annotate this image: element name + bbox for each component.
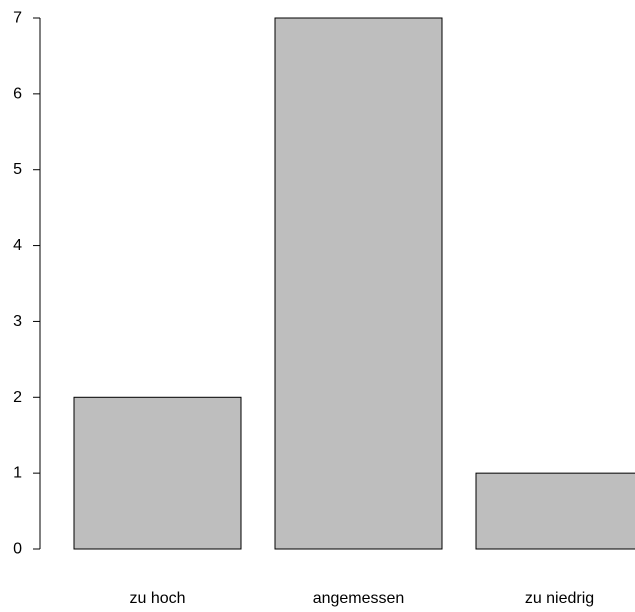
y-axis-ticks: 0 1 2 3 4 5 6 7	[13, 10, 40, 558]
x-axis-labels: zu hoch angemessen zu niedrig	[129, 590, 594, 607]
y-tick-label: 1	[13, 465, 22, 482]
x-category-label: zu niedrig	[525, 590, 594, 607]
bars-group	[73, 17, 635, 550]
y-tick-label: 6	[13, 85, 22, 102]
y-tick-label: 7	[13, 10, 22, 27]
y-tick-label: 3	[13, 313, 22, 330]
bar-zu-niedrig	[475, 472, 635, 550]
y-tick-label: 5	[13, 161, 22, 178]
y-tick-label: 0	[13, 541, 22, 558]
x-category-label: angemessen	[313, 590, 405, 607]
y-tick-label: 2	[13, 389, 22, 406]
bar-zu-hoch	[73, 396, 242, 550]
x-category-label: zu hoch	[129, 590, 185, 607]
y-tick-label: 4	[13, 237, 22, 254]
bar-angemessen	[274, 17, 443, 550]
